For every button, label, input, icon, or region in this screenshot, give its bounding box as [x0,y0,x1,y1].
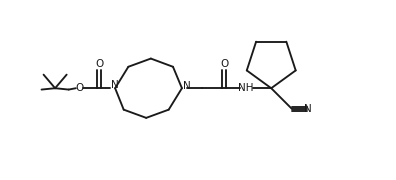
Text: N: N [304,103,312,114]
Text: N: N [183,81,191,91]
Text: O: O [75,83,84,93]
Text: O: O [220,59,228,69]
Text: O: O [95,59,103,69]
Text: NH: NH [238,83,254,93]
Text: N: N [111,80,119,90]
